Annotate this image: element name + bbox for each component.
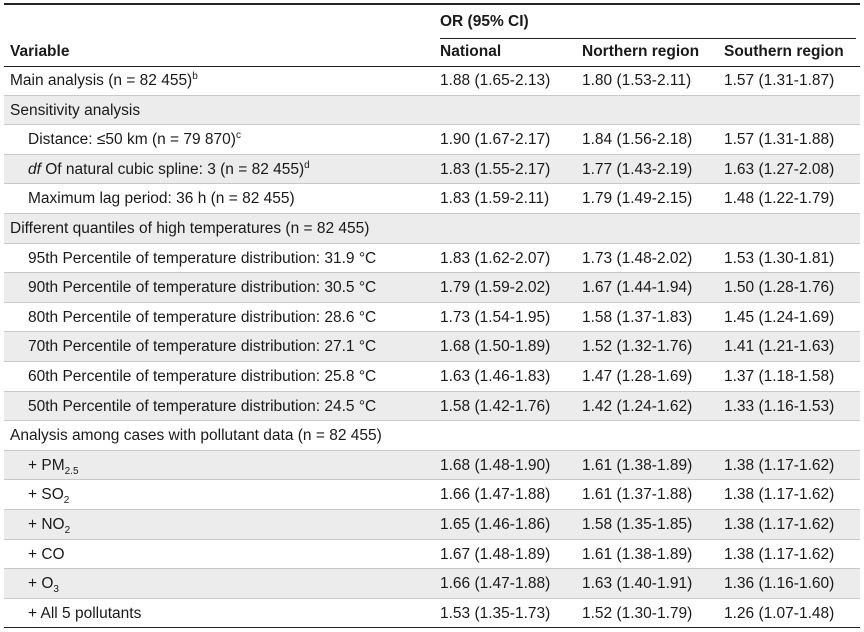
row-label: Analysis among cases with pollutant data… [10,427,382,445]
table-row: df Of natural cubic spline: 3 (n = 82 45… [4,154,860,185]
table-row: 50th Percentile of temperature distribut… [4,391,860,422]
table-row: 70th Percentile of temperature distribut… [4,332,860,362]
table-row: 95th Percentile of temperature distribut… [4,244,860,274]
southern-value: 1.53 (1.30-1.81) [724,249,835,267]
column-header-northern: Northern region [582,43,700,60]
table-row: Main analysis (n = 82 455)b 1.88 (1.65-2… [4,66,860,96]
northern-value: 1.77 (1.43-2.19) [582,160,693,178]
northern-value: 1.63 (1.40-1.91) [582,575,693,593]
national-value: 1.83 (1.59-2.11) [440,190,550,208]
southern-value: 1.57 (1.31-1.87) [724,72,835,89]
national-value: 1.66 (1.47-1.88) [440,575,551,593]
southern-value: 1.41 (1.21-1.63) [724,338,835,356]
national-value: 1.68 (1.48-1.90) [440,456,551,474]
row-label: + PM2.5 [28,456,79,477]
national-value: 1.83 (1.55-2.17) [440,160,551,178]
row-label: Maximum lag period: 36 h (n = 82 455) [28,190,295,208]
table-body: Main analysis (n = 82 455)b 1.88 (1.65-2… [4,66,860,629]
southern-value: 1.48 (1.22-1.79) [724,190,835,208]
northern-value: 1.67 (1.44-1.94) [582,279,693,297]
northern-value: 1.47 (1.28-1.69) [582,367,693,385]
or-group-label: OR (95% CI) [440,13,529,30]
row-label: Distance: ≤50 km (n = 79 870)c [28,130,241,149]
table-row: Maximum lag period: 36 h (n = 82 455) 1.… [4,184,860,214]
southern-value: 1.38 (1.17-1.62) [724,545,835,563]
national-value: 1.83 (1.62-2.07) [440,249,551,267]
southern-value: 1.37 (1.18-1.58) [724,367,835,385]
table-row: Distance: ≤50 km (n = 79 870)c 1.90 (1.6… [4,125,860,155]
row-label: Sensitivity analysis [10,101,141,119]
southern-value: 1.50 (1.28-1.76) [724,279,835,297]
national-value: 1.53 (1.35-1.73) [440,604,551,622]
northern-value: 1.61 (1.38-1.89) [582,545,693,563]
southern-value: 1.63 (1.27-2.08) [724,160,835,178]
northern-value: 1.52 (1.32-1.76) [582,338,693,356]
northern-value: 1.61 (1.37-1.88) [582,486,693,504]
northern-value: 1.42 (1.24-1.62) [582,397,693,415]
southern-value: 1.26 (1.07-1.48) [724,604,835,622]
row-label: + All 5 pollutants [28,604,142,622]
national-value: 1.66 (1.47-1.88) [440,486,551,504]
northern-value: 1.58 (1.35-1.85) [582,515,693,533]
northern-value: 1.58 (1.37-1.83) [582,308,693,326]
northern-value: 1.79 (1.49-2.15) [582,190,693,208]
table-row: 60th Percentile of temperature distribut… [4,362,860,392]
southern-value: 1.38 (1.17-1.62) [724,515,835,533]
row-label: 70th Percentile of temperature distribut… [28,338,377,356]
national-value: 1.65 (1.46-1.86) [440,515,551,533]
row-label: 50th Percentile of temperature distribut… [28,397,377,415]
national-value: 1.88 (1.65-2.13) [440,72,551,89]
row-label: + SO2 [28,486,70,507]
table-row: + NO2 1.65 (1.46-1.86) 1.58 (1.35-1.85) … [4,509,860,540]
southern-value: 1.38 (1.17-1.62) [724,486,835,504]
table-row: Different quantiles of high temperatures… [4,213,860,244]
southern-value: 1.33 (1.16-1.53) [724,397,835,415]
southern-value: 1.45 (1.24-1.69) [724,308,835,326]
southern-value: 1.38 (1.17-1.62) [724,456,835,474]
northern-value: 1.61 (1.38-1.89) [582,456,693,474]
table-row: Sensitivity analysis [4,95,860,126]
national-value: 1.67 (1.48-1.89) [440,545,551,563]
national-value: 1.73 (1.54-1.95) [440,308,551,326]
column-header-southern: Southern region [724,43,844,60]
national-value: 1.63 (1.46-1.83) [440,367,551,385]
row-label: Different quantiles of high temperatures… [10,219,370,237]
row-label: + NO2 [28,515,71,536]
table-row: Analysis among cases with pollutant data… [4,421,860,451]
table-row: + O3 1.66 (1.47-1.88) 1.63 (1.40-1.91) 1… [4,569,860,599]
row-label: Main analysis (n = 82 455)b [10,70,198,89]
table-row: 80th Percentile of temperature distribut… [4,303,860,333]
northern-value: 1.73 (1.48-2.02) [582,249,693,267]
row-label: 90th Percentile of temperature distribut… [28,279,377,297]
group-rule [440,38,856,39]
row-label: 80th Percentile of temperature distribut… [28,308,377,326]
top-rule [4,3,860,5]
national-value: 1.68 (1.50-1.89) [440,338,551,356]
table-header: OR (95% CI) Variable National Northern r… [4,5,860,67]
table-row: + All 5 pollutants 1.53 (1.35-1.73) 1.52… [4,599,860,629]
column-header-national: National [440,43,502,60]
row-label: 60th Percentile of temperature distribut… [28,367,377,385]
northern-value: 1.80 (1.53-2.11) [582,72,692,89]
northern-value: 1.52 (1.30-1.79) [582,604,693,622]
table-row: + PM2.5 1.68 (1.48-1.90) 1.61 (1.38-1.89… [4,450,860,481]
row-label: df Of natural cubic spline: 3 (n = 82 45… [28,159,310,178]
table-row: + SO2 1.66 (1.47-1.88) 1.61 (1.37-1.88) … [4,480,860,510]
southern-value: 1.57 (1.31-1.88) [724,131,835,149]
row-label: + CO [28,545,65,563]
national-value: 1.90 (1.67-2.17) [440,131,551,149]
row-label: 95th Percentile of temperature distribut… [28,249,377,267]
northern-value: 1.84 (1.56-2.18) [582,131,693,149]
column-header-variable: Variable [10,43,70,60]
national-value: 1.79 (1.59-2.02) [440,279,551,297]
table-row: + CO 1.67 (1.48-1.89) 1.61 (1.38-1.89) 1… [4,540,860,570]
southern-value: 1.36 (1.16-1.60) [724,575,835,593]
table-row: 90th Percentile of temperature distribut… [4,273,860,303]
row-label: + O3 [28,575,59,596]
national-value: 1.58 (1.42-1.76) [440,397,551,415]
